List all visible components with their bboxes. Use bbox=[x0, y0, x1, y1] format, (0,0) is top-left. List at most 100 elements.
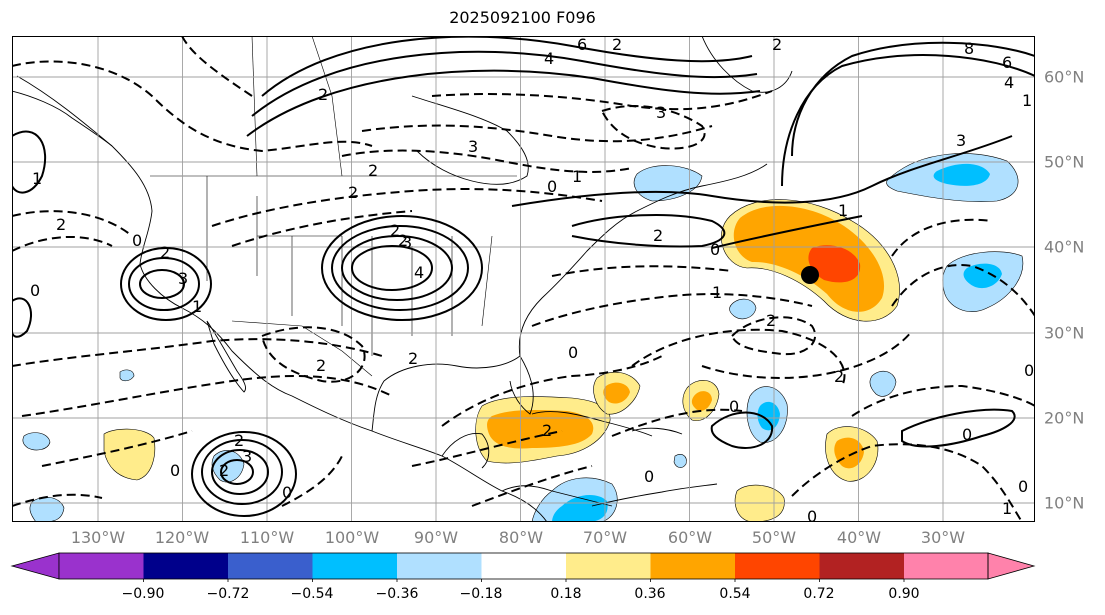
contour-label: 4 bbox=[414, 263, 424, 282]
contour-label: 2 bbox=[408, 349, 418, 368]
lat-label: 10°N bbox=[1044, 493, 1085, 513]
lat-label: 30°N bbox=[1044, 323, 1085, 343]
contour-label: 2 bbox=[772, 36, 782, 54]
coastlines bbox=[12, 36, 793, 522]
weather-map: 6 4 2 2 2 3 0 1 4 3 2 0 2 2 1 3 0 1 2 0 … bbox=[12, 36, 1035, 522]
contour-label: 3 bbox=[656, 103, 666, 122]
lat-label: 60°N bbox=[1044, 67, 1085, 87]
contour-label: 2 bbox=[390, 221, 400, 240]
lon-label: 100°W bbox=[324, 528, 380, 547]
contour-label: 2 bbox=[318, 85, 328, 104]
contour-label: 0 bbox=[644, 467, 654, 486]
colorbar-tick-label: −0.54 bbox=[290, 586, 334, 602]
colorbar-extend-high bbox=[987, 552, 1036, 580]
lon-label: 30°W bbox=[920, 528, 966, 547]
colorbar-tick-label: −0.18 bbox=[459, 586, 503, 602]
colorbar-tick-label: 0.72 bbox=[803, 586, 835, 602]
colorbar-segment bbox=[650, 553, 735, 579]
colorbar-extend-low bbox=[10, 552, 60, 580]
contour-label: 2 bbox=[219, 461, 229, 480]
colorbar-segment bbox=[228, 553, 313, 579]
colorbar-segment bbox=[735, 553, 820, 579]
contour-label: 0 bbox=[30, 281, 40, 300]
contour-label: 0 bbox=[547, 177, 557, 196]
colorbar bbox=[10, 552, 1036, 582]
colorbar-segment bbox=[59, 553, 144, 579]
lon-label: 70°W bbox=[582, 528, 628, 547]
contour-label: 0 bbox=[1018, 477, 1028, 496]
contour-label: 2 bbox=[398, 231, 408, 250]
contour-label: 4 bbox=[1004, 73, 1014, 92]
colorbar-tick-label: −0.72 bbox=[206, 586, 250, 602]
lat-label: 50°N bbox=[1044, 152, 1085, 172]
lon-label: 40°W bbox=[836, 528, 882, 547]
contour-label: 2 bbox=[542, 421, 552, 440]
contour-label: 2 bbox=[234, 431, 244, 450]
contour-label: 2 bbox=[612, 36, 622, 54]
contour-label: 0 bbox=[282, 483, 292, 502]
lon-label: 80°W bbox=[498, 528, 544, 547]
gridlines bbox=[12, 36, 1035, 522]
storm-center-marker bbox=[801, 266, 819, 284]
colorbar-tick-label: 0.54 bbox=[719, 586, 751, 602]
contour-label: 2 bbox=[368, 161, 378, 180]
colorbar-tick-label: −0.90 bbox=[121, 586, 165, 602]
contour-label: 1 bbox=[192, 297, 202, 316]
contour-label: 1 bbox=[572, 167, 582, 186]
contour-labels: 6 4 2 2 2 3 0 1 4 3 2 0 2 2 1 3 0 1 2 0 … bbox=[30, 36, 1034, 522]
contour-label: 0 bbox=[170, 461, 180, 480]
contour-label: 8 bbox=[964, 39, 974, 58]
colorbar-segment bbox=[312, 553, 397, 579]
colorbar-tick-label: 0.18 bbox=[550, 586, 582, 602]
lat-label: 40°N bbox=[1044, 237, 1085, 257]
contour-lines-positive bbox=[12, 36, 1035, 517]
contour-label: 1 bbox=[32, 169, 42, 188]
contour-label: 2 bbox=[348, 183, 358, 202]
contour-label: 0 bbox=[729, 397, 739, 416]
colorbar-segment bbox=[143, 553, 228, 579]
contour-label: 0 bbox=[710, 240, 720, 259]
lon-label: 120°W bbox=[154, 528, 210, 547]
colorbar-segment bbox=[566, 553, 651, 579]
lon-label: 110°W bbox=[239, 528, 295, 547]
contour-label: 6 bbox=[1002, 53, 1012, 72]
contour-label: 0 bbox=[132, 231, 142, 250]
contour-label: 2 bbox=[56, 215, 66, 234]
contour-label: 2 bbox=[834, 367, 844, 386]
colorbar-segment bbox=[904, 553, 989, 579]
lat-label: 20°N bbox=[1044, 408, 1085, 428]
colorbar-tick-label: 0.36 bbox=[634, 586, 666, 602]
contour-label: 1 bbox=[1022, 91, 1032, 110]
contour-label: 3 bbox=[402, 233, 412, 252]
lon-label: 50°W bbox=[751, 528, 797, 547]
contour-lines-negative bbox=[12, 36, 1035, 522]
contour-label: 3 bbox=[242, 447, 252, 466]
contour-label: 2 bbox=[316, 356, 326, 375]
contour-label: 2 bbox=[653, 226, 663, 245]
contour-label: 3 bbox=[178, 269, 188, 288]
contour-label: 0 bbox=[807, 507, 817, 522]
lon-label: 90°W bbox=[413, 528, 459, 547]
colorbar-segment bbox=[481, 553, 566, 579]
contour-label: 3 bbox=[956, 131, 966, 150]
contour-label: 1 bbox=[838, 201, 848, 220]
colorbar-segment bbox=[397, 553, 482, 579]
contour-label: 2 bbox=[160, 243, 170, 262]
contour-label: 1 bbox=[1002, 499, 1012, 518]
contour-label: 6 bbox=[577, 36, 587, 54]
contour-label: 3 bbox=[468, 137, 478, 156]
contour-label: 2 bbox=[766, 311, 776, 330]
map-title: 2025092100 F096 bbox=[449, 8, 596, 27]
map-frame bbox=[12, 36, 1035, 522]
colorbar-segment bbox=[819, 553, 904, 579]
contour-label: 0 bbox=[568, 343, 578, 362]
lon-label: 60°W bbox=[667, 528, 713, 547]
contour-label: 0 bbox=[962, 425, 972, 444]
contour-label: 0 bbox=[1024, 361, 1034, 380]
shaded-anomaly-fields bbox=[22, 153, 1024, 522]
contour-label: 1 bbox=[712, 283, 722, 302]
colorbar-tick-label: −0.36 bbox=[375, 586, 419, 602]
colorbar-tick-label: 0.90 bbox=[888, 586, 920, 602]
lon-label: 130°W bbox=[70, 528, 126, 547]
contour-label: 4 bbox=[544, 49, 554, 68]
